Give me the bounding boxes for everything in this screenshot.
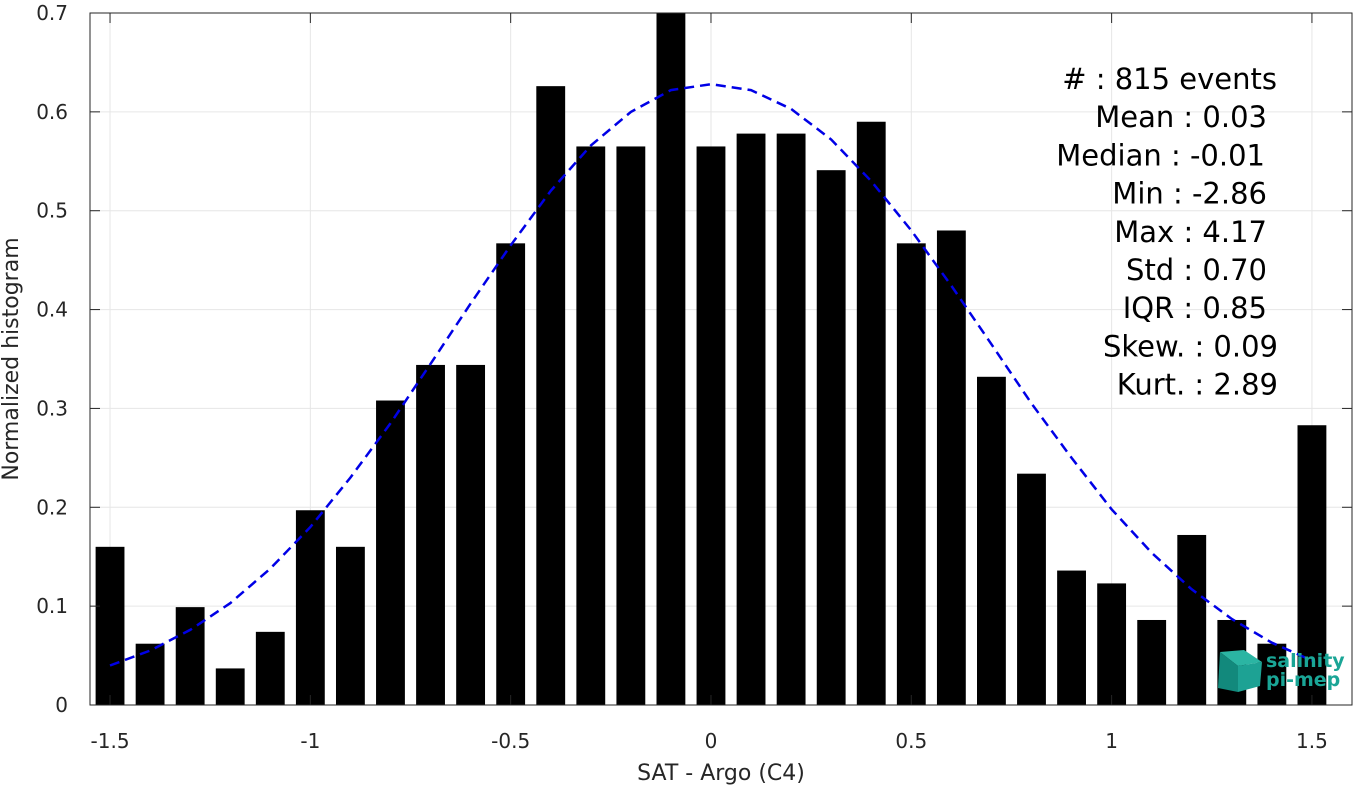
stats-line: IQR : 0.85 (1123, 291, 1267, 325)
y-axis-label: Normalized histogram (0, 237, 24, 480)
histogram-bar (215, 668, 245, 705)
histogram-bar (416, 364, 445, 705)
stats-line: Max : 4.17 (1114, 215, 1267, 249)
histogram-bar (496, 243, 526, 705)
histogram-bar (1097, 583, 1127, 705)
histogram-bar (335, 546, 365, 705)
histogram-bar (456, 364, 486, 705)
stats-line: Std : 0.70 (1126, 253, 1267, 287)
x-tick-label: -0.5 (491, 729, 530, 753)
histogram-bar (977, 376, 1006, 705)
stats-annotation: # : 815 events Mean : 0.03 Median : -0.01 M… (1056, 62, 1278, 402)
y-tick-label: 0.3 (36, 396, 68, 420)
y-tick-label: 0.4 (36, 298, 68, 322)
histogram-bar (856, 121, 886, 705)
histogram-bar (576, 146, 606, 705)
histogram-bar (736, 133, 766, 705)
histogram-bar (295, 510, 325, 705)
histogram-bar (1297, 425, 1327, 705)
histogram-bar (1177, 534, 1207, 705)
x-axis-label: SAT - Argo (C4) (637, 761, 805, 786)
histogram-bar (816, 170, 846, 705)
histogram-bar (1137, 619, 1167, 705)
histogram-bar (376, 400, 405, 705)
axes (89, 12, 1353, 706)
stats-line: Min : -2.86 (1112, 177, 1267, 211)
histogram-bar (936, 230, 966, 705)
x-tick-label: -1.5 (91, 729, 130, 753)
x-tick-label: 0.5 (895, 729, 927, 753)
histogram-bar (255, 631, 285, 705)
y-tick-label: 0.2 (36, 495, 68, 519)
y-tick-label: 0.5 (36, 199, 68, 223)
plot-frame (89, 12, 1353, 706)
y-tick-label: 0.7 (36, 1, 68, 25)
tick-labels: -1.5 -1 -0.5 0 0.5 1 1.5 0 0.1 0.2 0.3 0.4 0.5 0.6 0.7 (36, 1, 1328, 753)
logo-line1: salinity (1266, 650, 1345, 672)
x-tick-label: 1 (1105, 729, 1118, 753)
y-tick-label: 0.1 (36, 594, 68, 618)
histogram-bar (616, 146, 646, 705)
salinity-pi-mep-logo: salinity pi-mep (1218, 650, 1345, 692)
x-tick-label: 0 (705, 729, 718, 753)
stats-line: Kurt. : 2.89 (1117, 368, 1278, 402)
stats-line: Mean : 0.03 (1095, 100, 1267, 134)
logo-cube-icon (1218, 650, 1262, 692)
bars (95, 13, 1327, 705)
histogram-bar (696, 146, 726, 705)
histogram-bar (95, 546, 125, 705)
histogram-bar (656, 13, 686, 705)
histogram-bar (1257, 643, 1287, 705)
logo-line2: pi-mep (1266, 669, 1340, 691)
histogram-bar (135, 643, 165, 705)
x-tick-label: 1.5 (1296, 729, 1328, 753)
histogram-bar (896, 243, 926, 705)
stats-line: Median : -0.01 (1056, 138, 1265, 172)
histogram-bar (776, 133, 806, 705)
stats-line: Skew. : 0.09 (1103, 329, 1278, 363)
y-tick-label: 0 (55, 693, 68, 717)
stats-line: # : 815 events (1062, 62, 1277, 96)
y-tick-label: 0.6 (36, 100, 68, 124)
histogram-bar (1017, 473, 1046, 705)
fit-curve-line (109, 82, 1313, 667)
fit-curve-group (109, 82, 1313, 667)
histogram-bar (1057, 570, 1086, 705)
x-tick-label: -1 (300, 729, 320, 753)
